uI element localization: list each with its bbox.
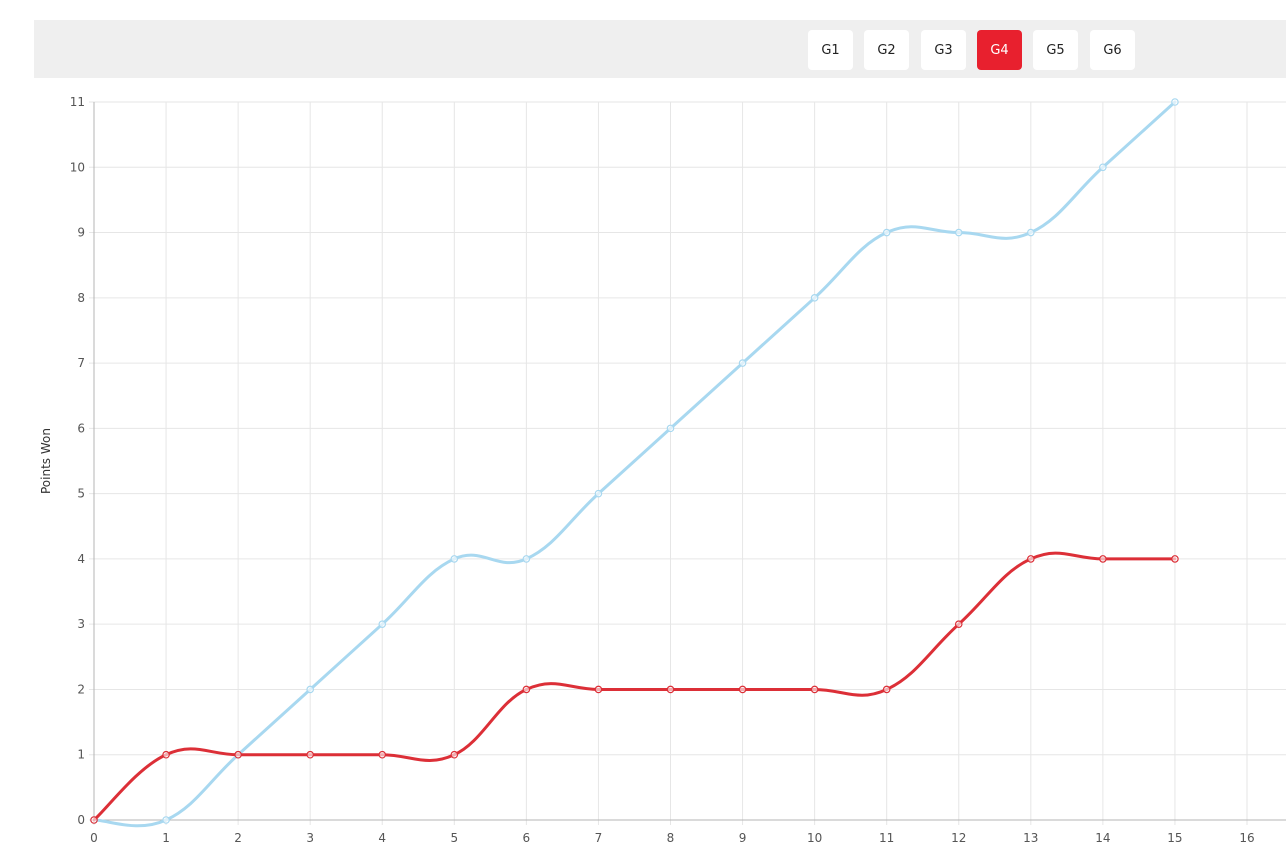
grid (89, 101, 1286, 825)
data-point (1099, 163, 1107, 172)
x-tick-label: 4 (378, 831, 386, 845)
y-tick-label: 7 (77, 356, 85, 370)
data-point (882, 685, 891, 694)
x-tick-label: 14 (1095, 831, 1110, 845)
tab-g1[interactable]: G1 (808, 30, 853, 70)
data-point (90, 816, 98, 824)
y-tick-label: 2 (77, 682, 85, 696)
x-tick-label: 16 (1239, 831, 1254, 845)
y-tick-label: 8 (77, 291, 85, 305)
game-selector-bar: G1 G2 G3 G4 G5 G6 (34, 20, 1286, 78)
x-tick-label: 3 (306, 831, 314, 845)
tab-g3[interactable]: G3 (921, 30, 966, 70)
data-point (522, 555, 531, 563)
y-tick-label: 9 (77, 226, 85, 240)
series-line-1 (92, 551, 1177, 822)
data-point (522, 685, 531, 694)
data-point (954, 620, 963, 628)
x-tick-label: 9 (739, 831, 747, 845)
data-point (306, 685, 314, 694)
y-tick-label: 11 (70, 95, 85, 109)
y-tick-label: 6 (77, 421, 85, 435)
tab-g4[interactable]: G4 (977, 30, 1022, 70)
data-point (162, 750, 170, 759)
data-point (450, 555, 459, 563)
data-point (594, 685, 603, 694)
y-tick-label: 0 (77, 813, 85, 827)
y-tick-label: 5 (77, 487, 85, 501)
x-tick-label: 15 (1167, 831, 1182, 845)
data-point (882, 228, 891, 237)
x-tick-label: 12 (951, 831, 966, 845)
data-point (666, 685, 675, 694)
series-line-0 (92, 100, 1177, 828)
x-tick-label: 11 (879, 831, 894, 845)
data-point (594, 489, 603, 498)
tab-g5[interactable]: G5 (1033, 30, 1078, 70)
y-tick-label: 4 (77, 552, 85, 566)
x-tick-label: 7 (595, 831, 603, 845)
data-point (1099, 555, 1107, 563)
data-point (234, 750, 242, 759)
data-point (810, 685, 819, 694)
x-tick-label: 1 (162, 831, 170, 845)
y-tick-label: 1 (77, 748, 85, 762)
data-point (378, 750, 387, 759)
axes (93, 102, 1286, 821)
y-axis-title: Points Won (39, 428, 53, 494)
data-point (666, 424, 675, 433)
tab-g2[interactable]: G2 (864, 30, 909, 70)
x-tick-label: 10 (807, 831, 822, 845)
data-point (378, 620, 387, 628)
data-point (450, 750, 459, 759)
data-point (810, 294, 819, 302)
y-tick-label: 10 (70, 160, 85, 174)
x-tick-label: 13 (1023, 831, 1038, 845)
x-tick-label: 5 (450, 831, 458, 845)
data-point (162, 816, 170, 824)
data-point (1027, 228, 1035, 237)
series-lines (90, 98, 1179, 828)
x-tick-label: 6 (523, 831, 531, 845)
data-point (1171, 555, 1179, 563)
data-point (306, 750, 314, 759)
data-point (738, 359, 747, 367)
data-point (1027, 555, 1035, 563)
x-tick-label: 0 (90, 831, 98, 845)
x-tick-label: 2 (234, 831, 242, 845)
x-tick-label: 8 (667, 831, 675, 845)
data-point (954, 228, 963, 237)
data-point (738, 685, 747, 694)
tab-g6[interactable]: G6 (1090, 30, 1135, 70)
y-tick-label: 3 (77, 617, 85, 631)
data-point (1171, 98, 1179, 106)
